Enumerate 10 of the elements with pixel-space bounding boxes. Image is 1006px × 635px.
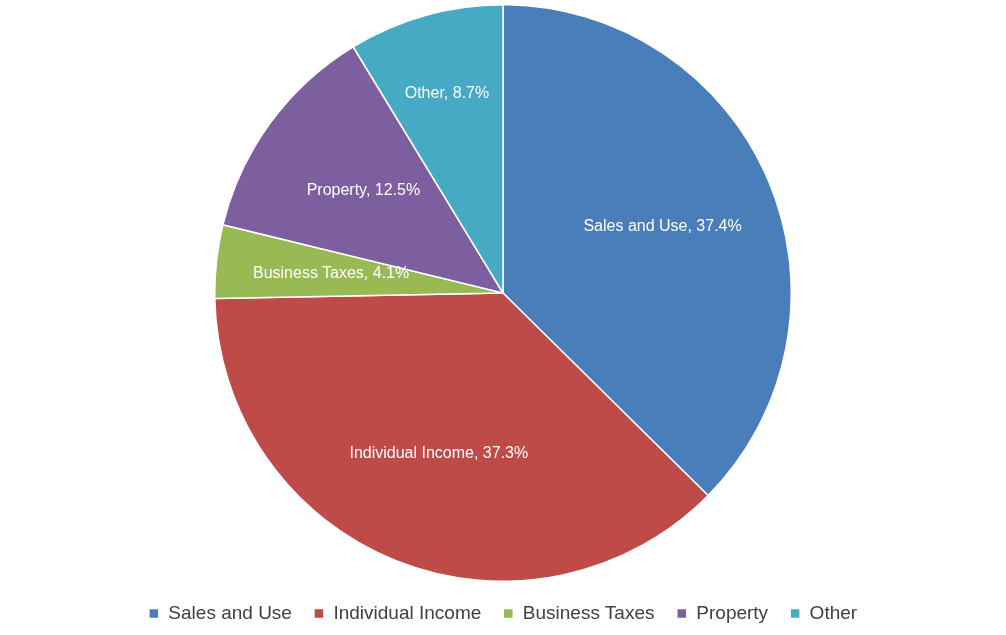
legend-label: Individual Income xyxy=(333,601,482,623)
data-label: Other, 8.7% xyxy=(404,83,490,101)
data-label: Property, 12.5% xyxy=(306,181,421,199)
legend-label: Sales and Use xyxy=(168,601,292,623)
legend-label: Property xyxy=(696,601,769,623)
data-label: Business Taxes, 4.1% xyxy=(252,264,410,282)
legend-label: Other xyxy=(809,601,858,623)
data-label: Individual Income, 37.3% xyxy=(349,444,529,462)
legend-label: Business Taxes xyxy=(522,601,655,623)
data-label: Sales and Use, 37.4% xyxy=(583,216,742,234)
